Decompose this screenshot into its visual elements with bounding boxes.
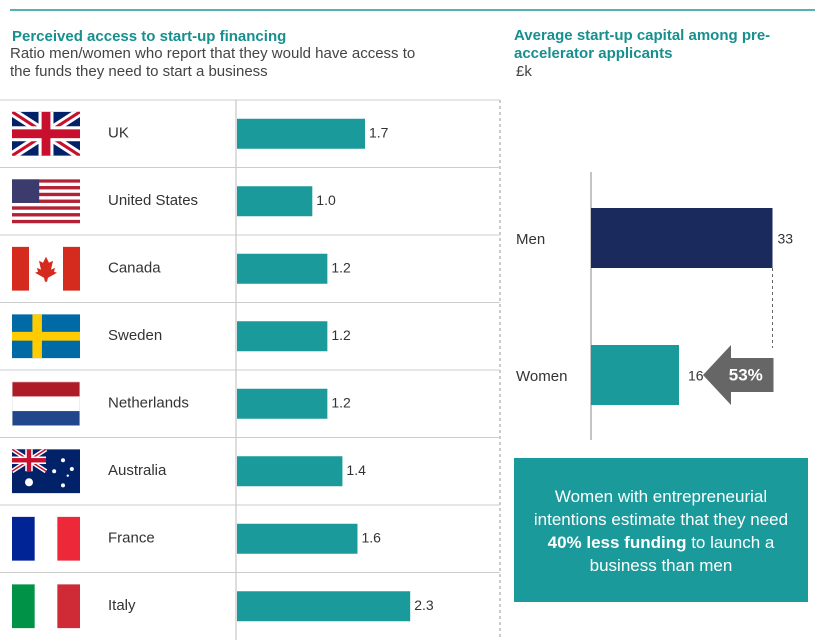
- chart-subtitle: Ratio men/women who report that they wou…: [10, 45, 416, 80]
- flag-part: [52, 469, 57, 474]
- value-label: 1.6: [361, 529, 381, 545]
- bar: [591, 345, 679, 405]
- category-label: United States: [108, 192, 198, 209]
- flag-part: [12, 584, 36, 629]
- flag: [12, 381, 80, 426]
- value-label: 16: [688, 368, 704, 384]
- flag-part: [12, 179, 80, 183]
- value-label: 1.0: [316, 192, 336, 208]
- flag-part: [34, 584, 58, 629]
- flag-part: [34, 516, 58, 561]
- flag: [12, 516, 80, 561]
- bar: [237, 456, 343, 487]
- flag-part: [12, 213, 80, 217]
- value-label: 1.2: [331, 327, 351, 343]
- flag: [12, 179, 80, 224]
- value-label: 2.3: [414, 597, 434, 613]
- flag-part: [12, 331, 80, 341]
- chart-title: Average start-up capital among pre-accel…: [514, 27, 771, 62]
- category-label: Sweden: [108, 327, 162, 344]
- flag-part: [63, 246, 80, 291]
- flag: [12, 584, 80, 629]
- bar: [237, 118, 366, 149]
- flag-part: [12, 411, 80, 426]
- flag-part: [69, 467, 74, 472]
- flag-part: [12, 381, 80, 397]
- bar: [591, 208, 773, 268]
- bar: [237, 321, 328, 352]
- flag-part: [12, 179, 40, 203]
- flag-part: [12, 189, 80, 194]
- flag-part: [12, 209, 80, 214]
- flag-part: [12, 199, 80, 204]
- note: Women with entrepreneurial intentions es…: [514, 458, 808, 602]
- bar: [237, 253, 328, 284]
- flag-part: [57, 516, 80, 561]
- flag-part: [12, 182, 80, 187]
- flag-part: [66, 474, 69, 477]
- flag-part: [12, 246, 29, 291]
- bar: [237, 388, 328, 419]
- chart-subtitle: £k: [516, 63, 532, 80]
- flag-part: [25, 478, 33, 487]
- flag-part: [12, 458, 46, 463]
- value-label: 1.7: [369, 124, 389, 140]
- bar: [237, 186, 313, 217]
- flag: [12, 246, 80, 291]
- flag-part: [35, 256, 57, 282]
- note-highlight: 40% less funding: [547, 533, 687, 552]
- flag: [12, 314, 80, 359]
- flag-part: [12, 216, 80, 221]
- chart-title: Perceived access to start-up financing: [12, 28, 286, 45]
- value-label: 1.2: [331, 394, 351, 410]
- category-label: Italy: [108, 597, 136, 614]
- flag-part: [12, 192, 80, 197]
- bar: [237, 523, 358, 554]
- title-box: Average start-up capital among pre-accel…: [514, 27, 771, 62]
- flag: [12, 111, 80, 156]
- category-label: Men: [516, 231, 545, 248]
- category-label: Canada: [108, 260, 161, 277]
- note-text: Women with entrepreneurial intentions es…: [533, 487, 789, 529]
- value-label: 1.2: [331, 259, 351, 275]
- category-label: Australia: [108, 462, 167, 479]
- subtitle-box: Ratio men/women who report that they wou…: [10, 45, 416, 80]
- value-label: 33: [778, 231, 794, 247]
- flag-part: [12, 202, 80, 207]
- bar: [237, 591, 411, 622]
- note-text: to launch a business than men: [589, 533, 775, 575]
- flag-part: [12, 129, 80, 139]
- flag-part: [61, 483, 65, 488]
- flag-part: [12, 516, 36, 561]
- flag: [12, 449, 80, 494]
- flag-part: [12, 206, 80, 211]
- annotation: 53%: [729, 365, 763, 384]
- flag-part: [12, 196, 80, 200]
- flag-part: [12, 186, 80, 190]
- arrow: [703, 345, 774, 405]
- category-label: UK: [108, 125, 129, 142]
- flag-part: [61, 458, 65, 463]
- value-label: 1.4: [346, 462, 366, 478]
- flag-part: [12, 396, 80, 412]
- category-label: Women: [516, 368, 567, 385]
- category-label: France: [108, 530, 155, 547]
- category-label: Netherlands: [108, 395, 189, 412]
- flag-part: [57, 584, 80, 629]
- flag-part: [12, 219, 80, 224]
